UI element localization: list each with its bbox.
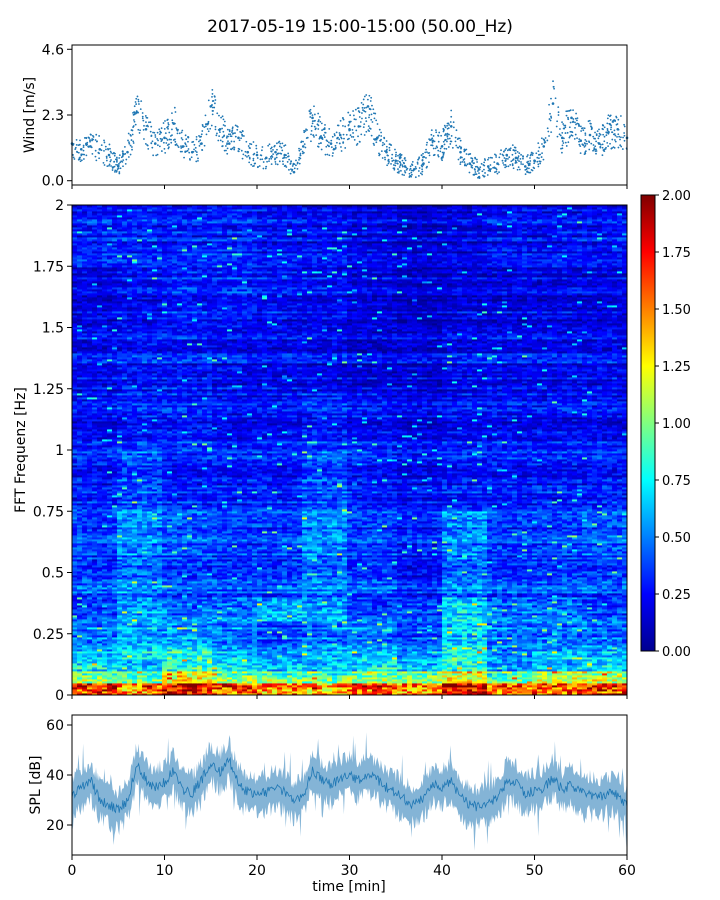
spl-y-ticks: 20 40 60 [46, 718, 72, 834]
colorbar-tick-label: 0.50 [662, 531, 691, 546]
colorbar-tick-label: 1.75 [662, 246, 691, 261]
colorbar-tick-label: 2.00 [662, 189, 691, 204]
colorbar-tick-label: 1.00 [662, 417, 691, 432]
wind-point [274, 151, 277, 154]
colorbar: 0.00 0.25 0.50 0.75 1.00 1.25 1.50 1.75 2.00 [641, 189, 691, 660]
spectrogram-y-tick-label: 1.5 [42, 321, 64, 337]
wind-y-ticks: 0.0 2.3 4.6 [42, 42, 72, 189]
wind-point [394, 159, 397, 162]
spl-y-axis-label: SPL [dB] [28, 756, 44, 815]
x-tick-label: 0 [68, 863, 77, 879]
wind-point [154, 142, 157, 145]
spectrogram-x-ticks [72, 695, 627, 699]
x-axis-label: time [min] [312, 879, 385, 895]
wind-point [570, 117, 573, 120]
spectrogram-cells [72, 205, 628, 695]
spl-y-tick-label: 40 [46, 768, 64, 784]
wind-point [524, 165, 527, 168]
x-tick-label: 30 [341, 863, 359, 879]
wind-y-tick-label: 0.0 [42, 174, 64, 190]
spl-y-tick-label: 60 [46, 718, 64, 734]
wind-x-ticks [72, 185, 627, 189]
wind-point [228, 142, 231, 145]
wind-point [145, 128, 148, 131]
spl-x-ticks: 0 10 20 30 40 50 60 [68, 855, 636, 879]
wind-point [552, 102, 555, 105]
spectrogram-panel: 0 0.25 0.5 0.75 1 1.25 1.5 1.75 2 FFT Frequenz [… [13, 198, 628, 704]
wind-panel: 0.0 2.3 4.6 Wind [m/s] [22, 42, 628, 189]
wind-point [237, 137, 240, 140]
colorbar-ticks: 0.00 0.25 0.50 0.75 1.00 1.25 1.50 1.75 2.00 [655, 189, 691, 660]
colorbar-tick-label: 0.00 [662, 645, 691, 660]
wind-point [163, 137, 166, 140]
x-tick-label: 60 [618, 863, 636, 879]
spectrogram-y-tick-label: 1.25 [33, 382, 64, 398]
wind-point [293, 171, 296, 174]
wind-point [302, 145, 305, 148]
wind-point [126, 151, 129, 154]
wind-point [108, 154, 111, 157]
wind-point [311, 117, 314, 120]
x-tick-label: 50 [526, 863, 544, 879]
wind-y-axis-label: Wind [m/s] [22, 77, 38, 153]
spl-y-tick-label: 20 [46, 818, 64, 834]
colorbar-tick-label: 0.25 [662, 588, 691, 603]
spectrogram-y-tick-label: 1.75 [33, 259, 64, 275]
x-tick-label: 10 [156, 863, 174, 879]
x-tick-label: 20 [248, 863, 266, 879]
wind-point [589, 134, 592, 137]
chart-title: 2017-05-19 15:00-15:00 (50.00_Hz) [207, 17, 513, 37]
colorbar-tick-label: 0.75 [662, 474, 691, 489]
spectrogram-y-tick-label: 0 [55, 688, 64, 704]
wind-point [542, 145, 545, 148]
colorbar-tick-label: 1.25 [662, 360, 691, 375]
x-tick-label: 40 [433, 863, 451, 879]
spectrogram-y-tick-label: 0.5 [42, 566, 64, 582]
spectrogram-y-tick-label: 2 [55, 198, 64, 214]
wind-point [339, 134, 342, 137]
wind-point [459, 151, 462, 154]
spectrogram-y-ticks: 0 0.25 0.5 0.75 1 1.25 1.5 1.75 2 [33, 198, 72, 704]
wind-y-tick-label: 2.3 [42, 108, 64, 124]
spectrogram-y-tick-label: 0.75 [33, 504, 64, 520]
spectrogram-y-tick-label: 0.25 [33, 627, 64, 643]
spectrogram-y-axis-label: FFT Frequenz [Hz] [13, 387, 29, 513]
colorbar-gradient [641, 195, 655, 651]
spl-panel: 20 40 60 0 10 20 30 40 50 60 SPL [dB] time [min] [28, 715, 636, 895]
wind-point [367, 105, 370, 108]
colorbar-tick-label: 1.50 [662, 303, 691, 318]
wind-y-tick-label: 4.6 [42, 42, 64, 58]
spectrogram-y-tick-label: 1 [55, 443, 64, 459]
